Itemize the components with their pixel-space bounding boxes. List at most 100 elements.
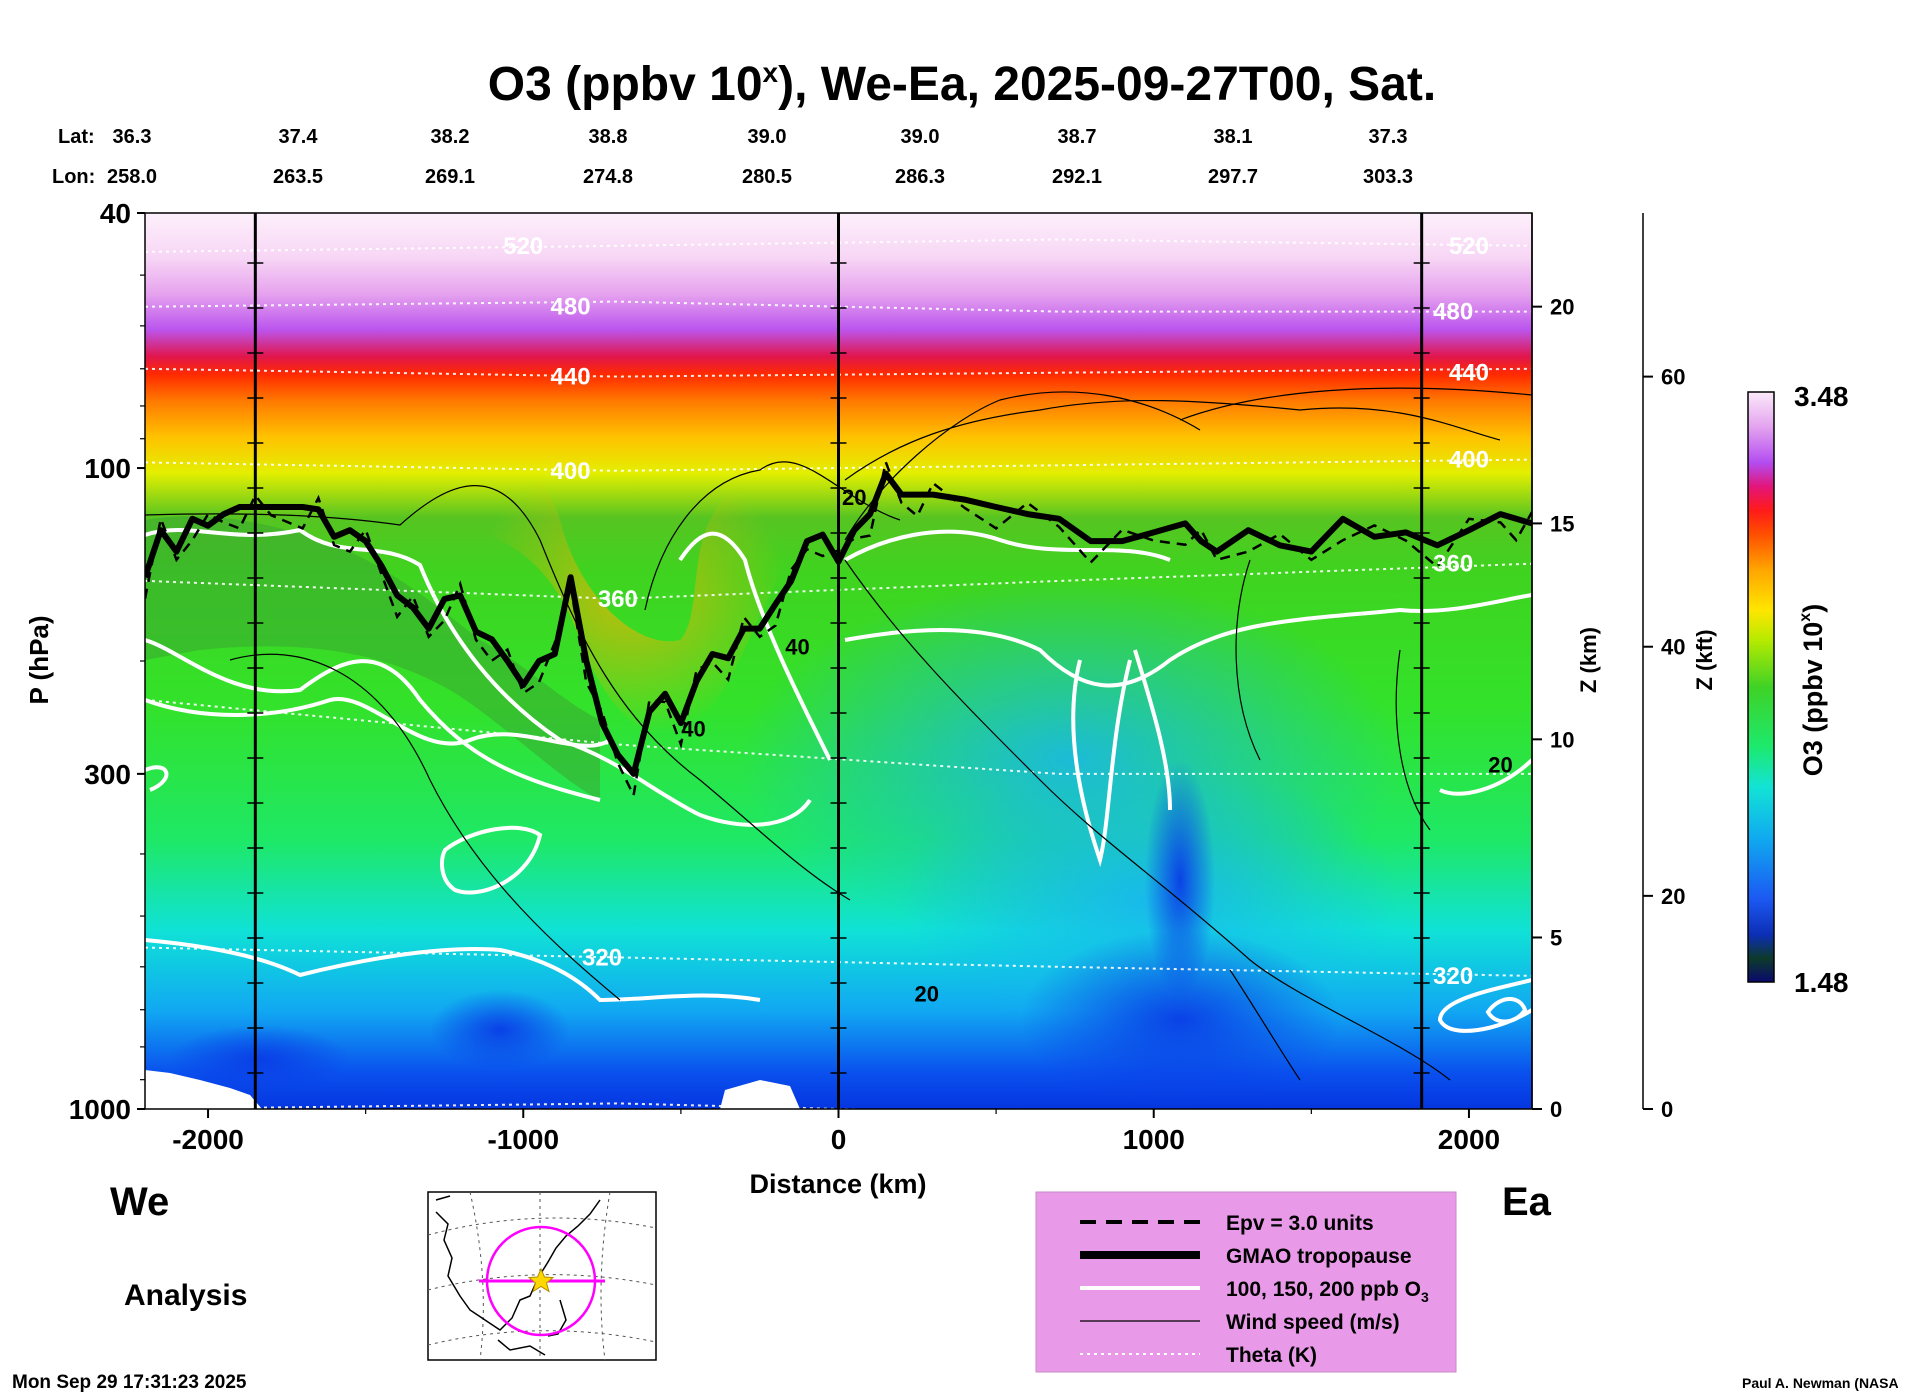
lat-value: 38.2 <box>431 126 470 148</box>
inset-location-map <box>427 1191 657 1361</box>
ozone-contour <box>1071 659 1132 868</box>
ozone-contour <box>1437 978 1532 1033</box>
x-tick-label: 0 <box>831 1124 847 1155</box>
z-km-tick-label: 20 <box>1550 295 1574 320</box>
lat-lon-values: 36.3 37.4 38.2 38.8 39.0 39.0 38.7 38.1 37.3 258.… <box>107 126 1413 188</box>
z-km-tick-label: 10 <box>1550 727 1574 752</box>
z-km-tick-label: 5 <box>1550 925 1562 950</box>
legend-label: GMAO tropopause <box>1226 1245 1412 1268</box>
wind-speed-contour <box>844 559 1451 1081</box>
direction-east-label: Ea <box>1502 1180 1552 1224</box>
theta-label: 400 <box>1449 447 1489 474</box>
legend: Epv = 3.0 units GMAO tropopause 100, 150, … <box>1035 1191 1457 1373</box>
ozone-contour <box>844 529 1171 562</box>
theta-label: 480 <box>551 294 591 321</box>
map-center-star <box>527 1267 555 1293</box>
lat-value: 36.3 <box>113 126 152 148</box>
section-markers <box>247 213 1430 1109</box>
author-credit: Paul A. Newman (NASA <box>1742 1375 1899 1391</box>
z-km-axis-title: Z (km) <box>1576 627 1601 693</box>
low-ozone-core <box>430 990 570 1070</box>
lat-value: 38.1 <box>1214 126 1253 148</box>
lon-value: 258.0 <box>107 166 157 188</box>
legend-label: 100, 150, 200 ppb O3 <box>1226 1278 1429 1305</box>
ozone-contour <box>1439 758 1532 796</box>
ozone-contour <box>1485 997 1528 1024</box>
terrain-mask <box>145 1070 262 1109</box>
z-km-tick-label: 15 <box>1550 511 1574 536</box>
wind-speed-contour <box>644 461 901 611</box>
wind-speed-contour <box>1179 387 1532 421</box>
wind-speed-contour <box>844 391 1201 541</box>
ozone-contour <box>145 638 601 802</box>
theta-label: 440 <box>551 364 591 391</box>
ozone-contour <box>145 697 612 748</box>
y-axis: 40 100 300 1000 <box>69 198 145 1125</box>
wind-speed-label: 40 <box>785 635 809 660</box>
x-tick-label: -2000 <box>172 1124 244 1155</box>
z-km-axis: 0 5 10 15 20 <box>1531 213 1574 1122</box>
lon-value: 263.5 <box>273 166 323 188</box>
y-tick-label: 1000 <box>69 1094 131 1125</box>
colorbar-title: O3 (ppbv 10x) <box>1797 604 1828 776</box>
theta-label: 520 <box>1449 233 1489 260</box>
theta-label: 400 <box>551 458 591 485</box>
colorbar-min-label: 1.48 <box>1794 967 1849 998</box>
wind-speed-contour <box>229 653 621 1001</box>
colorbar: 3.48 1.48 O3 (ppbv 10x) <box>1747 381 1849 998</box>
lon-value: 297.7 <box>1208 166 1258 188</box>
contour-overlay <box>145 238 1532 1109</box>
z-kft-tick-label: 0 <box>1661 1097 1673 1122</box>
analysis-label: Analysis <box>124 1279 247 1312</box>
z-kft-tick-label: 40 <box>1661 635 1685 660</box>
theta-label: 440 <box>1449 360 1489 387</box>
legend-label: Theta (K) <box>1226 1344 1317 1367</box>
wind-speed-label: 20 <box>842 485 866 510</box>
timestamp: Mon Sep 29 17:31:23 2025 <box>12 1372 247 1393</box>
x-tick-label: 1000 <box>1123 1124 1185 1155</box>
direction-west-label: We <box>110 1180 169 1224</box>
x-axis-title: Distance (km) <box>749 1169 926 1199</box>
epv-line <box>145 457 1532 800</box>
low-ozone-core <box>1020 930 1340 1109</box>
legend-label: Wind speed (m/s) <box>1226 1311 1400 1334</box>
lon-value: 280.5 <box>742 166 792 188</box>
lat-value: 39.0 <box>901 126 940 148</box>
y-tick-label: 100 <box>84 453 131 484</box>
lat-row-label: Lat: <box>58 126 95 148</box>
wind-speed-label: 20 <box>915 981 939 1006</box>
ozone-contour <box>678 531 832 761</box>
chart-title: O3 (ppbv 10x), We-Ea, 2025-09-27T00, Sat… <box>488 57 1436 111</box>
y-tick-label: 40 <box>100 198 131 229</box>
wind-speed-label: 40 <box>681 717 705 742</box>
ozone-field-features <box>145 456 1400 1109</box>
lat-value: 39.0 <box>748 126 787 148</box>
theta-label: 320 <box>1433 963 1473 990</box>
lat-value: 38.8 <box>589 126 628 148</box>
lon-value: 292.1 <box>1052 166 1102 188</box>
lon-value: 303.3 <box>1363 166 1413 188</box>
colorbar-max-label: 3.48 <box>1794 381 1849 412</box>
theta-label: 480 <box>1433 299 1473 326</box>
x-tick-label: -1000 <box>487 1124 559 1155</box>
tropopause-layer-shading <box>145 516 600 800</box>
colorbar-gradient <box>1747 391 1775 983</box>
z-kft-axis: 0 20 40 60 <box>1642 213 1685 1122</box>
lon-value: 274.8 <box>583 166 633 188</box>
tropopause-line <box>145 470 1532 777</box>
ozone-contour <box>844 593 1532 688</box>
wind-speed-contour <box>1229 969 1301 1081</box>
theta-label: 360 <box>598 586 638 613</box>
wind-speed-contour <box>1235 559 1261 761</box>
low-ozone-core <box>1145 760 1215 1000</box>
theta-label: 320 <box>582 944 622 971</box>
ozone-contour <box>145 527 812 827</box>
wind-speed-label: 20 <box>1488 752 1512 777</box>
wind-speed-labels: 40 40 20 20 20 <box>681 485 1512 1006</box>
theta-label: 520 <box>503 233 543 260</box>
ozone-contour <box>440 825 543 895</box>
lat-value: 37.4 <box>279 126 319 148</box>
lon-row-label: Lon: <box>52 166 95 188</box>
wind-speed-contour <box>844 399 1501 481</box>
